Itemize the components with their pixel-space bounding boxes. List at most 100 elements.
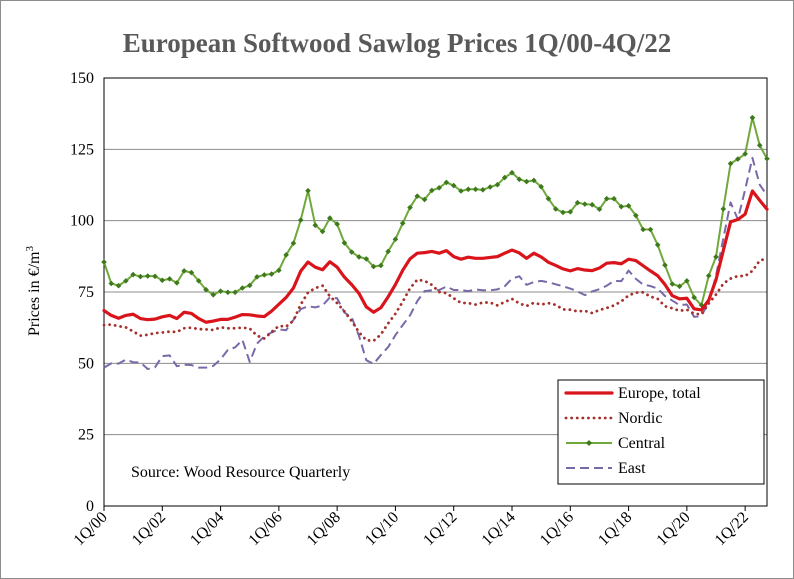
legend-label-europe: Europe, total xyxy=(618,385,701,402)
y-axis-label-main: Prices in €/m xyxy=(26,251,43,336)
legend-marker-central xyxy=(586,440,592,446)
series-point-central xyxy=(283,252,289,258)
series-point-central xyxy=(181,268,187,274)
series-point-central xyxy=(421,196,428,203)
series-point-central xyxy=(567,209,574,215)
series-point-central xyxy=(450,182,457,189)
x-tick-label: 1Q/04 xyxy=(187,509,227,549)
series-point-central xyxy=(195,278,202,284)
series-point-central xyxy=(501,174,508,181)
series-point-central xyxy=(407,204,413,211)
legend-label-east: East xyxy=(618,460,646,477)
series-point-central xyxy=(188,269,195,276)
y-tick-label: 125 xyxy=(70,141,94,158)
series-point-central xyxy=(312,222,319,229)
x-tick-label: 1Q/10 xyxy=(362,509,402,549)
series-point-central xyxy=(720,206,727,212)
series-point-central xyxy=(115,282,122,289)
series-point-central xyxy=(225,289,231,296)
series-point-central xyxy=(144,273,151,279)
series-point-central xyxy=(363,256,370,262)
plot-area xyxy=(103,77,768,507)
series-point-central xyxy=(582,201,588,207)
series-point-central xyxy=(239,285,246,291)
series-point-central xyxy=(625,203,632,209)
series-point-central xyxy=(560,209,566,216)
series-point-central xyxy=(589,201,595,208)
x-tick-label: 1Q/02 xyxy=(129,509,169,549)
series-point-central xyxy=(596,206,603,213)
x-tick-label: 1Q/22 xyxy=(712,509,752,549)
series-point-central xyxy=(472,186,479,193)
series-point-central xyxy=(290,240,297,247)
x-tick-label: 1Q/14 xyxy=(479,509,519,549)
series-point-central xyxy=(217,288,224,294)
series-point-central xyxy=(152,273,158,280)
series-point-central xyxy=(319,228,326,235)
series-point-central xyxy=(327,215,333,221)
series-point-central xyxy=(603,195,610,202)
series-point-central xyxy=(676,283,683,290)
series-point-central xyxy=(276,267,282,274)
series-group xyxy=(101,114,770,371)
series-point-central xyxy=(166,276,173,282)
series-line-east xyxy=(103,156,768,371)
series-point-central xyxy=(654,242,661,248)
series-point-central xyxy=(392,236,399,243)
series-point-central xyxy=(662,262,668,268)
series-point-central xyxy=(246,282,253,289)
series-point-central xyxy=(691,294,697,301)
series-point-central xyxy=(123,278,129,284)
x-axis: 1Q/00 1Q/02 1Q/04 1Q/06 1Q/08 1Q/10 1Q/12 1Q/14… xyxy=(71,506,752,549)
series-point-central xyxy=(210,292,217,298)
series-point-central xyxy=(268,271,275,277)
series-point-central xyxy=(108,280,115,287)
series-point-central xyxy=(509,169,515,176)
series-point-central xyxy=(458,188,464,194)
series-point-central xyxy=(633,212,639,219)
series-point-central xyxy=(378,262,384,269)
series-point-central xyxy=(552,206,559,212)
y-tick-label: 75 xyxy=(78,284,94,301)
y-axis-label-superscript: 3 xyxy=(24,246,36,252)
series-point-central xyxy=(429,187,435,194)
series-point-central xyxy=(727,160,734,167)
y-tick-label: 50 xyxy=(78,355,94,372)
series-point-central xyxy=(574,199,581,206)
legend-box xyxy=(557,379,765,485)
series-point-central xyxy=(516,176,523,183)
series-point-central xyxy=(203,286,209,293)
series-point-central xyxy=(399,220,406,227)
series-point-central xyxy=(174,280,180,286)
series-point-central xyxy=(698,302,705,308)
y-axis-label: Prices in €/m3 xyxy=(24,246,43,336)
series-line-central xyxy=(103,116,768,307)
series-point-central xyxy=(436,185,442,191)
series-point-central xyxy=(764,155,770,162)
series-point-central xyxy=(334,221,340,227)
x-tick-label: 1Q/18 xyxy=(595,509,635,549)
series-point-central xyxy=(705,272,712,279)
series-point-central xyxy=(261,272,268,278)
series-point-central xyxy=(130,271,136,278)
series-point-central xyxy=(640,226,646,233)
source-annotation: Source: Wood Resource Quarterly xyxy=(131,464,350,481)
legend-label-nordic: Nordic xyxy=(618,410,662,427)
y-tick-label: 0 xyxy=(86,498,94,515)
series-point-central xyxy=(756,142,763,149)
series-point-central xyxy=(523,178,530,185)
x-tick-label: 1Q/20 xyxy=(653,509,693,549)
series-point-central xyxy=(494,181,501,188)
y-tick-label: 25 xyxy=(78,427,94,444)
series-point-central xyxy=(684,278,690,284)
chart-title: European Softwood Sawlog Prices 1Q/00-4Q… xyxy=(123,28,672,58)
series-point-central xyxy=(254,274,260,280)
series-point-central xyxy=(647,226,654,233)
x-tick-label: 1Q/12 xyxy=(420,509,460,549)
x-tick-label: 1Q/08 xyxy=(304,509,344,549)
series-point-central xyxy=(356,254,362,260)
series-point-central xyxy=(305,187,311,194)
legend-label-central: Central xyxy=(618,435,666,452)
